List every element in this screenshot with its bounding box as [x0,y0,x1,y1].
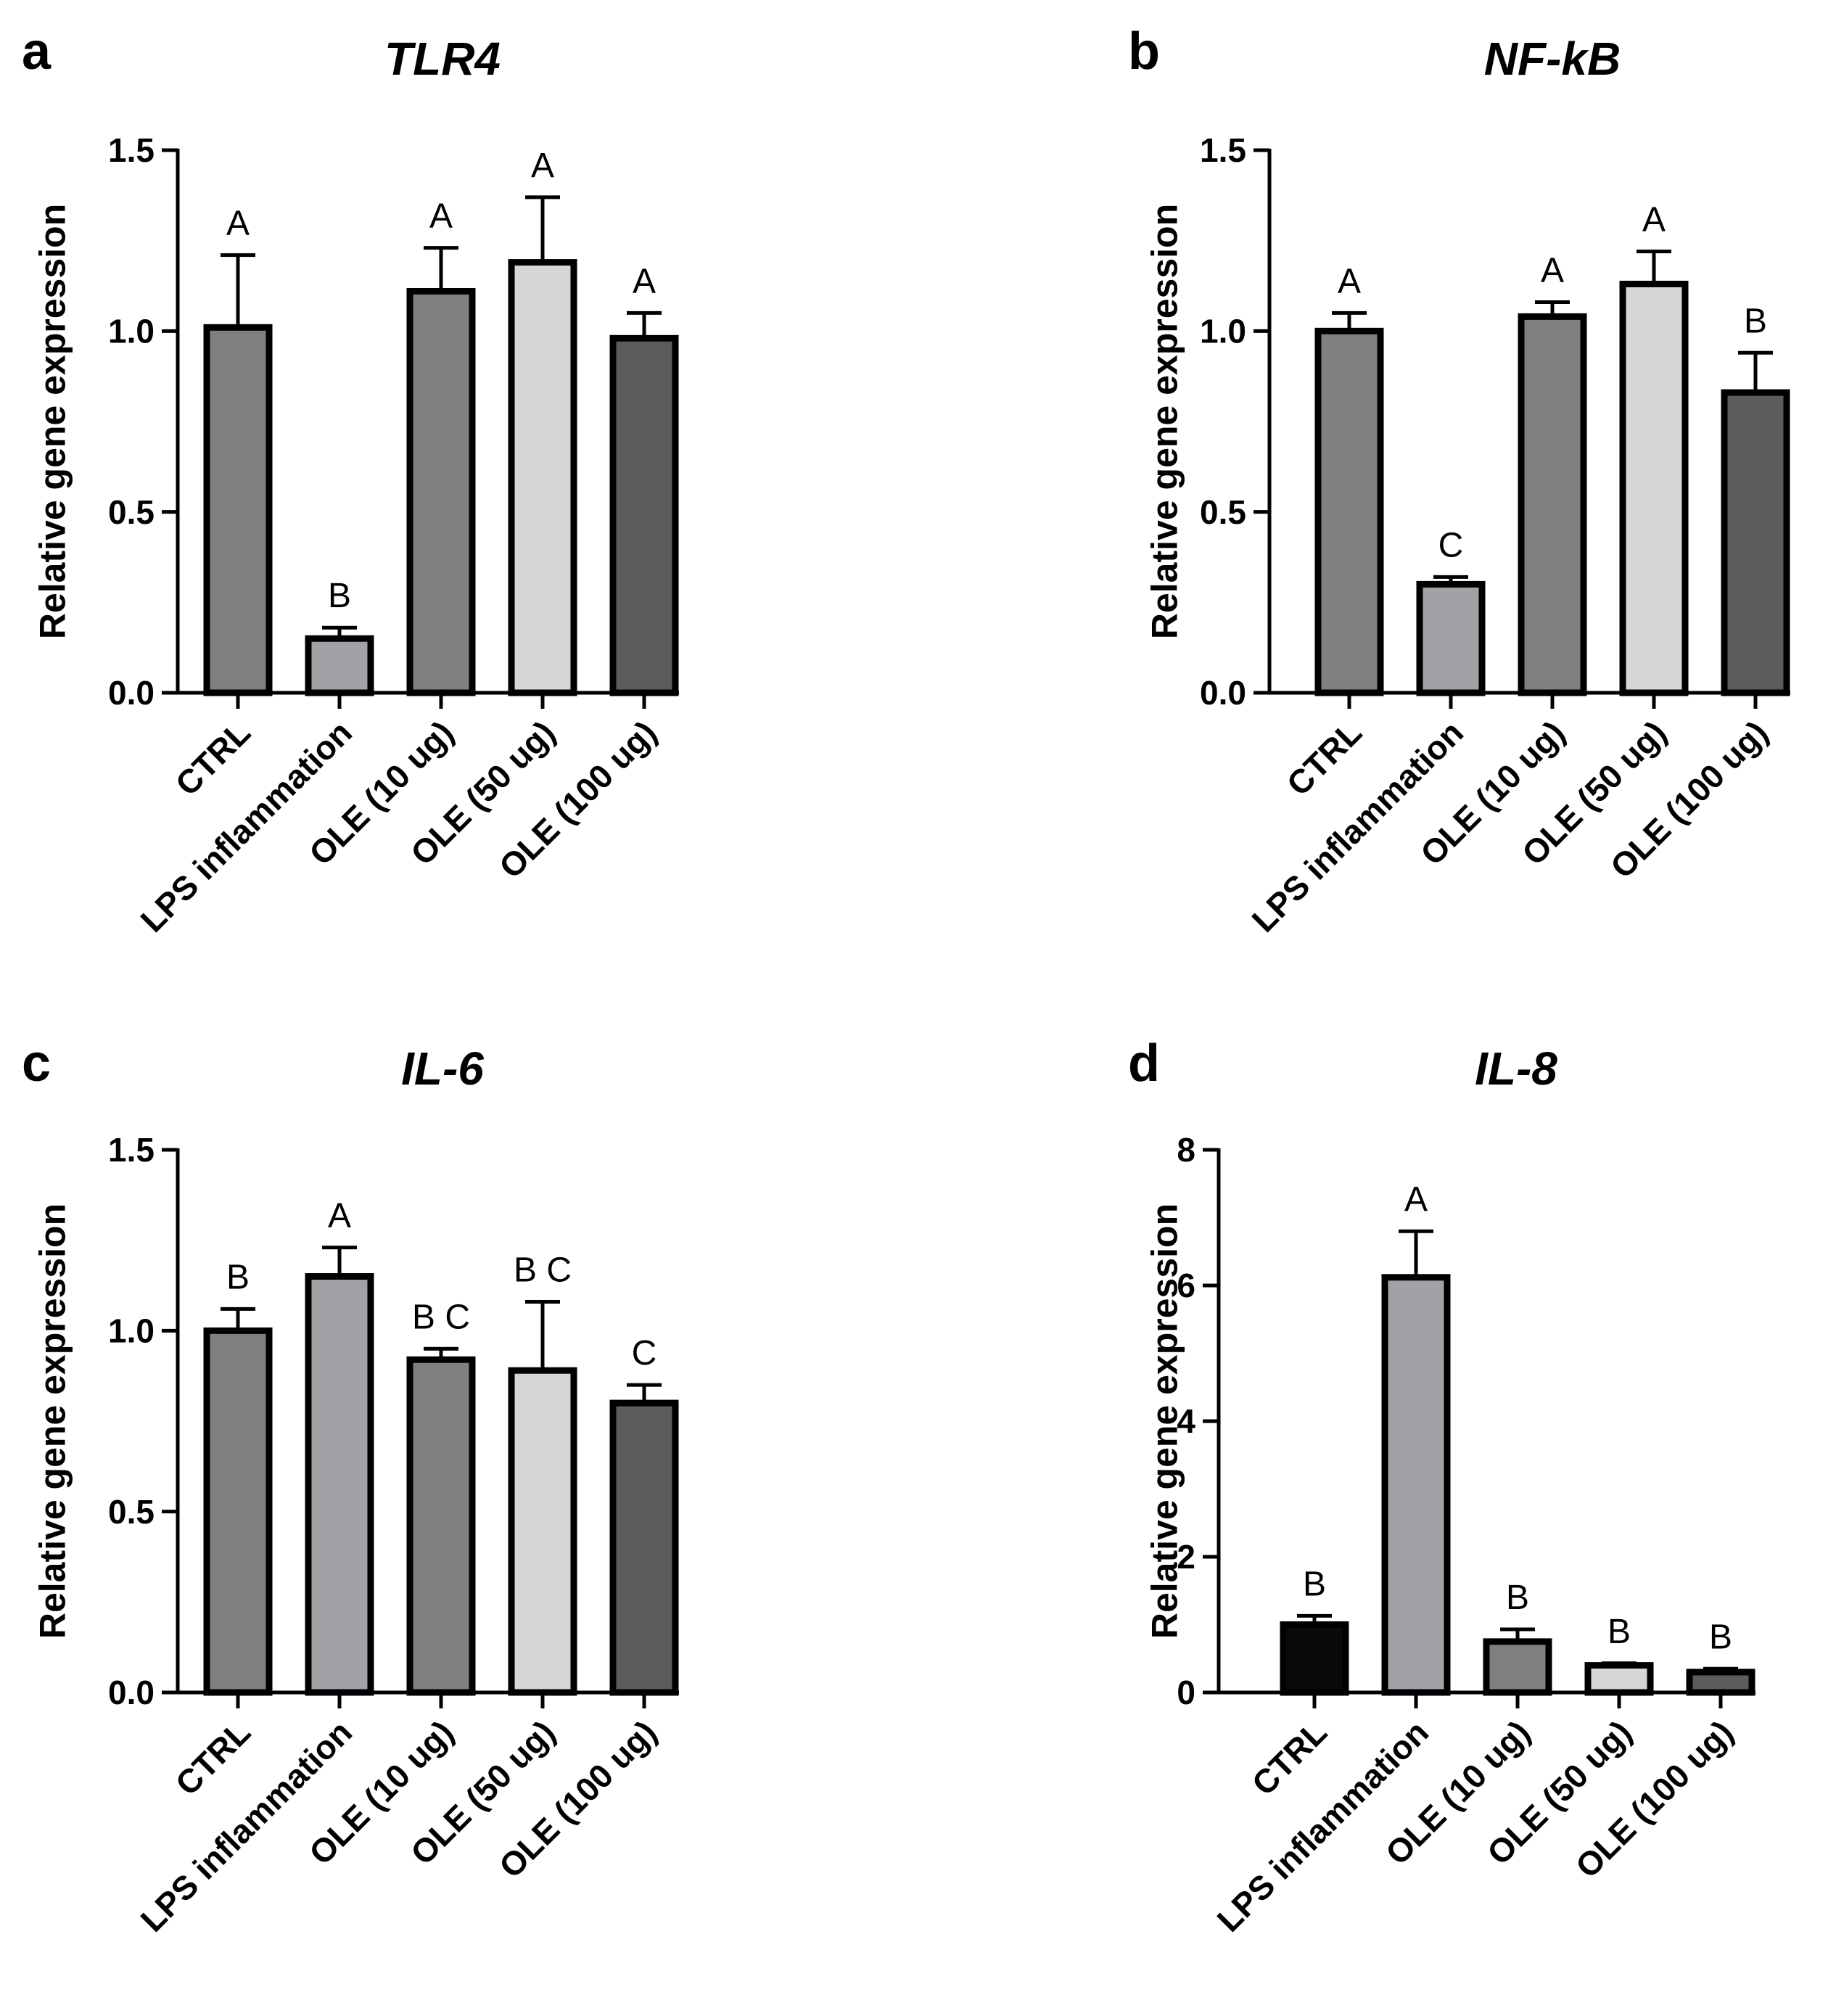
significance-label: B [328,577,351,615]
bar [1416,580,1486,696]
bar [1721,389,1790,696]
significance-label: C [1438,526,1464,564]
bar [1381,1274,1451,1696]
bar [508,1367,577,1696]
bar [406,287,476,696]
y-axis-label: Relative gene expression [1145,204,1185,639]
y-axis-label: Relative gene expression [33,204,73,639]
x-tick-label: CTRL [1245,1713,1334,1802]
significance-label: B [1303,1565,1326,1603]
significance-label: B C [412,1298,470,1336]
y-tick-label: 1.5 [1200,131,1246,169]
bar [508,259,577,696]
bar [406,1356,476,1696]
y-axis-label: Relative gene expression [33,1204,73,1639]
bar [203,1327,273,1696]
y-tick-label: 1.5 [108,1131,155,1169]
y-tick-label: 0.5 [1200,493,1246,531]
bar [1280,1621,1349,1696]
y-tick-label: 1.5 [108,131,155,169]
y-tick-label: 0.0 [1200,674,1246,712]
y-tick-label: 1.0 [108,1312,155,1349]
bar [1584,1662,1654,1696]
significance-label: A [1541,251,1564,289]
chart-title: NF-kB [1484,33,1621,85]
y-tick-label: 1.0 [1200,312,1246,350]
significance-label: A [1642,201,1666,239]
significance-label: A [633,262,656,300]
significance-label: B [1506,1579,1529,1617]
significance-label: A [226,205,250,243]
significance-label: C [632,1334,657,1373]
bar [1518,313,1587,696]
panel-letter: b [1128,22,1160,81]
bar [1483,1638,1552,1696]
significance-label: B [1744,302,1767,340]
significance-label: B [226,1258,250,1296]
panel-letter: a [22,22,52,81]
significance-label: A [429,197,453,236]
chart-title: IL-8 [1475,1042,1557,1095]
bar [609,334,679,696]
bar [1314,327,1384,696]
y-tick-label: 2 [1177,1538,1195,1576]
x-tick-label: CTRL [1280,713,1369,802]
y-axis-label: Relative gene expression [1145,1204,1185,1639]
chart-title: IL-6 [401,1042,484,1095]
y-tick-label: 6 [1177,1267,1195,1304]
panel-letter: d [1128,1034,1160,1093]
significance-label: B [1709,1618,1732,1656]
bar [609,1399,679,1696]
y-tick-label: 1.0 [108,312,155,350]
x-tick-label: CTRL [168,1713,258,1802]
y-tick-label: 0 [1177,1674,1195,1711]
significance-label: A [1338,262,1361,300]
significance-label: A [328,1197,351,1235]
bar [305,1273,374,1696]
bar [1686,1669,1755,1696]
y-tick-label: 0.0 [108,674,155,712]
significance-label: B [1607,1613,1631,1651]
x-tick-label: CTRL [168,713,258,802]
significance-label: B C [514,1251,572,1289]
y-tick-label: 0.0 [108,1674,155,1711]
y-tick-label: 0.5 [108,1493,155,1531]
bar [203,324,273,696]
panel-letter: c [22,1034,51,1093]
y-tick-label: 0.5 [108,493,155,531]
significance-label: A [1404,1180,1428,1219]
significance-label: A [531,147,554,185]
bar [305,635,374,696]
y-tick-label: 8 [1177,1131,1195,1169]
chart-title: TLR4 [384,33,501,85]
y-tick-label: 4 [1177,1402,1195,1440]
bar [1619,281,1689,696]
